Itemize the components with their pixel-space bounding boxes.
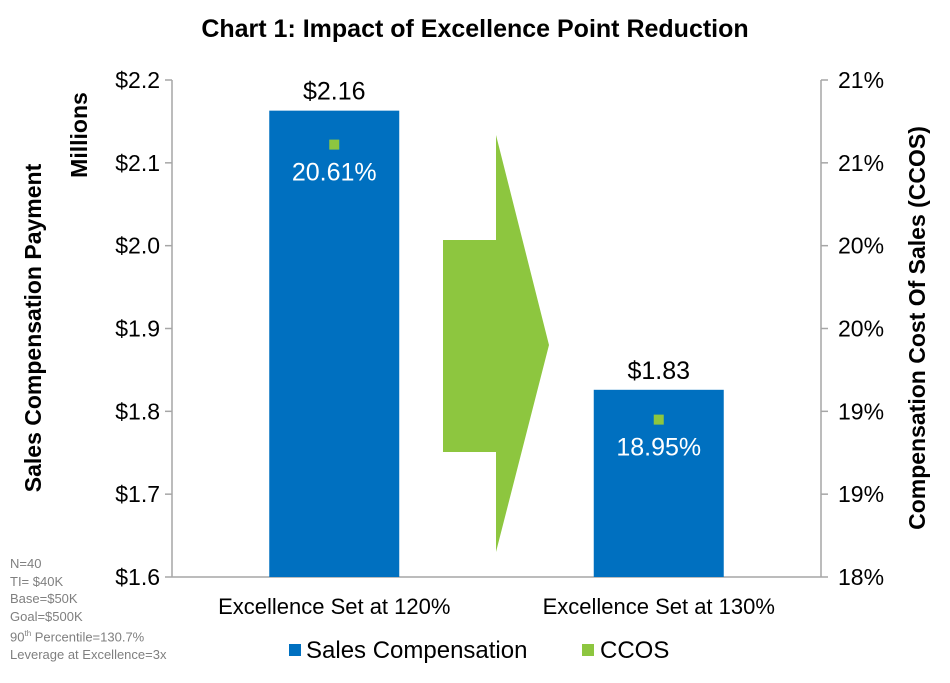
left-tick-label: $2.0 bbox=[115, 233, 160, 259]
left-axis-ticks: $1.6 $1.7 $1.8 $1.9 $2.0 $2.1 $2.2 bbox=[115, 67, 172, 590]
note-line: Leverage at Excellence=3x bbox=[10, 646, 167, 662]
left-tick-label: $1.7 bbox=[115, 481, 160, 507]
legend-swatch-ccos bbox=[582, 644, 594, 656]
category-label: Excellence Set at 120% bbox=[218, 594, 450, 619]
left-tick-label: $1.8 bbox=[115, 398, 160, 424]
legend: Sales Compensation CCOS bbox=[289, 637, 669, 664]
left-axis-title: Sales Compensation Payment bbox=[20, 163, 46, 492]
category-label: Excellence Set at 130% bbox=[543, 594, 775, 619]
left-tick-label: $2.1 bbox=[115, 150, 160, 176]
ccos-marker bbox=[329, 139, 340, 150]
ccos-value-label: 20.61% bbox=[292, 159, 377, 187]
right-tick-label: 20% bbox=[838, 316, 884, 342]
right-tick-label: 20% bbox=[838, 233, 884, 259]
right-tick-label: 18% bbox=[838, 564, 884, 590]
right-axis-title: Compensation Cost Of Sales (CCOS) bbox=[904, 126, 930, 530]
ccos-value-label: 18.95% bbox=[616, 434, 701, 462]
assumptions-note: N=40 TI= $40K Base=$50K Goal=$500K 90th … bbox=[10, 555, 166, 663]
note-line: N=40 bbox=[10, 556, 42, 571]
left-tick-label: $2.2 bbox=[115, 67, 160, 93]
left-tick-label: $1.9 bbox=[115, 316, 160, 342]
ccos-marker bbox=[653, 414, 664, 425]
arrow-annotation bbox=[443, 135, 549, 552]
left-tick-label: $1.6 bbox=[115, 564, 160, 590]
bar-sales-compensation bbox=[269, 110, 400, 578]
left-axis-units: Millions bbox=[66, 92, 92, 178]
right-tick-label: 21% bbox=[838, 67, 884, 93]
note-line: 90th Percentile=130.7% bbox=[10, 629, 145, 645]
note-line: Goal=$500K bbox=[10, 608, 83, 624]
right-tick-label: 21% bbox=[838, 150, 884, 176]
category-labels: Excellence Set at 120% Excellence Set at … bbox=[218, 594, 775, 619]
bar-value-label: $1.83 bbox=[627, 357, 690, 385]
legend-label-ccos: CCOS bbox=[600, 637, 669, 664]
chart-title: Chart 1: Impact of Excellence Point Redu… bbox=[201, 15, 748, 43]
note-line: TI= $40K bbox=[10, 573, 64, 589]
right-tick-label: 19% bbox=[838, 481, 884, 507]
note-line: Base=$50K bbox=[10, 591, 78, 606]
bar-value-label: $2.16 bbox=[303, 78, 366, 106]
ccos-markers: 20.61% 18.95% bbox=[292, 139, 701, 462]
legend-label-sales-compensation: Sales Compensation bbox=[306, 637, 527, 664]
right-axis-ticks: 18% 19% 19% 20% 20% 21% 21% bbox=[821, 67, 884, 590]
right-tick-label: 19% bbox=[838, 398, 884, 424]
legend-swatch-sales-compensation bbox=[289, 644, 301, 656]
